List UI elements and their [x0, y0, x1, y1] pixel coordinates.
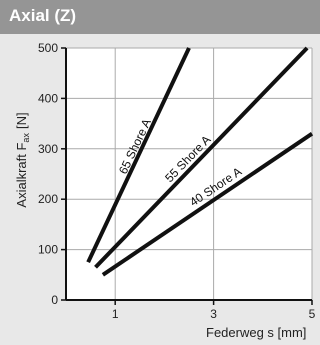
- y-axis-label-main: Axialkraft F: [14, 143, 29, 208]
- y-tick-label: 0: [51, 293, 58, 307]
- y-tick-label: 100: [38, 243, 58, 257]
- x-tick-label: 3: [210, 307, 217, 321]
- y-axis-label-unit: [N]: [14, 112, 29, 129]
- x-tick-label: 5: [309, 307, 316, 321]
- y-tick-label: 200: [38, 192, 58, 206]
- y-tick-label: 500: [38, 41, 58, 55]
- y-axis-label: Axialkraft Fax [N]: [14, 112, 31, 207]
- x-axis-label: Federweg s [mm]: [206, 325, 306, 340]
- x-tick-label: 1: [112, 307, 119, 321]
- y-axis-label-sub: ax: [21, 133, 31, 143]
- y-tick-label: 400: [38, 91, 58, 105]
- y-tick-label: 300: [38, 142, 58, 156]
